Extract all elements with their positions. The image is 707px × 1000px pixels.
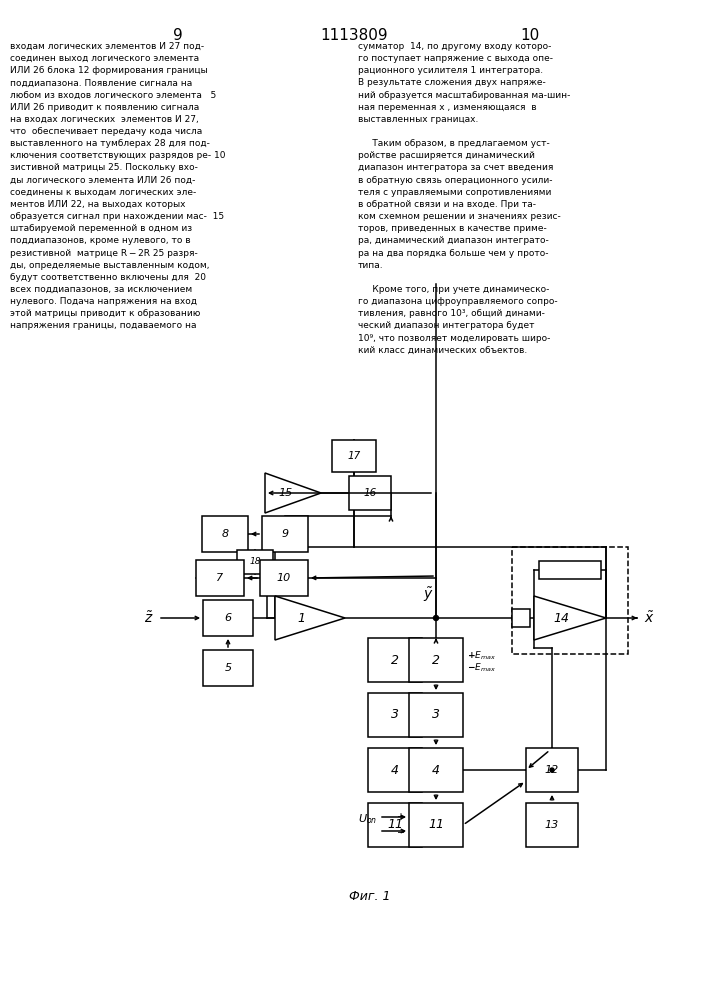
Text: $\mathbf{-}E_{max}$: $\mathbf{-}E_{max}$ [467,662,496,674]
Bar [409,803,463,847]
Bar [512,609,530,627]
Text: 12: 12 [545,765,559,775]
Bar [368,693,422,737]
Text: $\mathbf{+}E_{max}$: $\mathbf{+}E_{max}$ [467,650,496,662]
Bar [196,560,244,596]
Text: $-$: $-$ [396,826,405,836]
Bar [368,748,422,792]
Text: 3: 3 [391,708,399,722]
Bar [368,803,422,847]
Text: 9: 9 [173,28,183,43]
Text: 13: 13 [545,820,559,830]
Text: $U_{on}$: $U_{on}$ [358,812,377,826]
Bar [237,550,273,574]
Bar [409,748,463,792]
Circle shape [550,768,554,772]
Text: $\tilde{x}$: $\tilde{x}$ [644,610,655,626]
Text: 4: 4 [432,764,440,776]
Text: $\tilde{y}$: $\tilde{y}$ [423,585,433,604]
Text: 9: 9 [281,529,288,539]
Bar [409,693,463,737]
Bar [332,440,376,472]
Bar [203,600,253,636]
Bar [260,560,308,596]
Text: $\tilde{z}$: $\tilde{z}$ [144,610,154,626]
Bar [526,748,578,792]
Polygon shape [534,596,606,640]
Text: 3: 3 [432,708,440,722]
Bar [262,516,308,552]
Text: 11: 11 [428,818,444,832]
Text: 1113809: 1113809 [320,28,388,43]
Text: 7: 7 [216,573,223,583]
Text: 5: 5 [224,663,232,673]
Bar [539,561,601,579]
Text: 2: 2 [432,654,440,666]
Text: 10: 10 [277,573,291,583]
Text: 15: 15 [279,488,293,498]
Text: 2: 2 [391,654,399,666]
Circle shape [433,615,438,620]
Text: 10: 10 [520,28,539,43]
Bar [512,547,628,654]
Text: 11: 11 [387,818,403,832]
Bar [202,516,248,552]
Text: 16: 16 [363,488,377,498]
Text: сумматор  14, по другому входу которо-
го поступает напряжение с выхода опе-
рац: сумматор 14, по другому входу которо- го… [358,42,571,355]
Bar [203,650,253,686]
Bar [349,476,391,510]
Bar [526,803,578,847]
Text: 1: 1 [297,611,305,624]
Text: 6: 6 [224,613,232,623]
Text: 8: 8 [221,529,228,539]
Text: 4: 4 [391,764,399,776]
Text: 14: 14 [553,611,569,624]
Bar [368,638,422,682]
Polygon shape [275,596,345,640]
Text: Фиг. 1: Фиг. 1 [349,890,391,903]
Bar [409,638,463,682]
Text: входам логических элементов И 27 под-
соединен выход логического элемента
ИЛИ 26: входам логических элементов И 27 под- со… [10,42,226,330]
Polygon shape [265,473,321,513]
Text: 17: 17 [347,451,361,461]
Text: $+$: $+$ [396,812,405,822]
Text: 18: 18 [250,558,261,566]
